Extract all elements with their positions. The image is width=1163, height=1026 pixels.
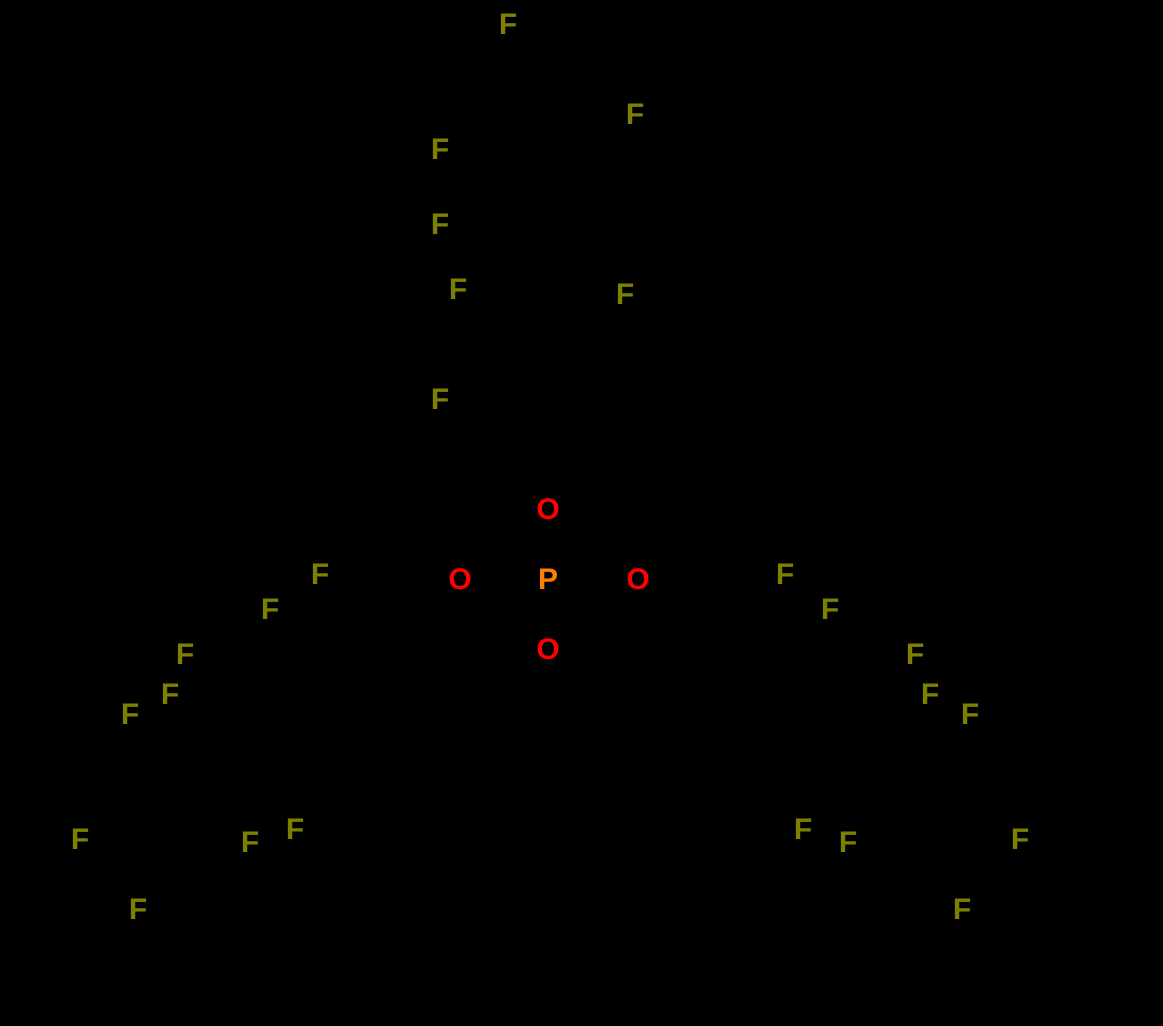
bond-line xyxy=(160,735,238,790)
bond-line xyxy=(495,170,548,255)
bond-line xyxy=(548,80,616,108)
atom-F: F xyxy=(449,275,467,305)
atom-F: F xyxy=(121,700,139,730)
atom-O: O xyxy=(536,495,559,525)
bond-line xyxy=(390,593,445,640)
bond-line xyxy=(318,590,390,640)
bond-line xyxy=(495,80,548,170)
bond-line xyxy=(477,255,548,283)
atom-F: F xyxy=(431,385,449,415)
bond-line xyxy=(548,255,607,286)
atom-F: F xyxy=(176,640,194,670)
atom-P: P xyxy=(538,565,558,595)
bond-line xyxy=(940,880,950,894)
bond-line xyxy=(98,849,160,880)
bond-line xyxy=(862,640,896,650)
atom-F: F xyxy=(431,210,449,240)
atom-O: O xyxy=(536,635,559,665)
atom-F: F xyxy=(241,828,259,858)
atom-F: F xyxy=(431,135,449,165)
bond-line xyxy=(520,41,548,80)
bond-line xyxy=(845,624,862,640)
atom-F: F xyxy=(616,280,634,310)
bond-line xyxy=(822,790,940,824)
bond-line xyxy=(160,790,233,833)
bond-line xyxy=(865,790,940,833)
atom-O: O xyxy=(448,565,471,595)
bond-line xyxy=(150,880,160,894)
bond-line xyxy=(454,170,495,211)
bond-line xyxy=(940,849,1002,880)
atom-F: F xyxy=(626,100,644,130)
bond-line xyxy=(204,640,238,650)
bond-layer xyxy=(0,0,1163,1026)
bond-line xyxy=(653,593,710,640)
bond-line xyxy=(495,255,548,345)
atom-F: F xyxy=(906,640,924,670)
bond-line xyxy=(495,345,548,430)
atom-F: F xyxy=(921,680,939,710)
atom-F: F xyxy=(71,825,89,855)
bond-line xyxy=(160,790,276,824)
atom-F: F xyxy=(129,895,147,925)
atom-F: F xyxy=(953,895,971,925)
atom-F: F xyxy=(286,815,304,845)
bond-line xyxy=(459,157,495,170)
atom-F: F xyxy=(839,828,857,858)
bond-line xyxy=(710,590,785,640)
atom-F: F xyxy=(1011,825,1029,855)
atom-F: F xyxy=(311,560,329,590)
atom-F: F xyxy=(961,700,979,730)
atom-O: O xyxy=(626,565,649,595)
atom-F: F xyxy=(499,10,517,40)
molecule-diagram: POOOOFFFFFFFFFFFFFFFFFFFFFFFFF xyxy=(0,0,1163,1026)
atom-F: F xyxy=(776,560,794,590)
bond-line xyxy=(862,735,940,790)
atom-F: F xyxy=(794,815,812,845)
atom-F: F xyxy=(261,595,279,625)
atom-F: F xyxy=(821,595,839,625)
atom-F: F xyxy=(161,680,179,710)
bond-line xyxy=(454,345,495,386)
